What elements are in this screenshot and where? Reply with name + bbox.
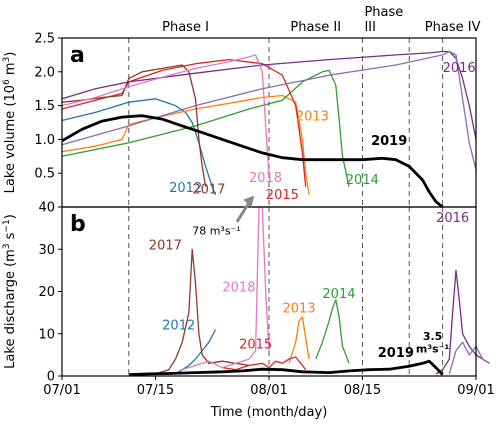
y-label-part: m bbox=[3, 62, 18, 79]
y-axis-ticks: 0 10 20 30 40 bbox=[38, 201, 62, 385]
y-label-part: Lake discharge (m bbox=[3, 249, 18, 369]
x-tick-label: 09/01 bbox=[457, 383, 494, 398]
series-line-2016 bbox=[61, 50, 477, 140]
phase-header-label: Phase I bbox=[162, 20, 209, 35]
series-line-2013 bbox=[61, 94, 310, 195]
y-tick-label: 0 bbox=[47, 370, 55, 385]
y-tick-label: 2.5 bbox=[34, 32, 55, 47]
series-label-2014: 2014 bbox=[322, 287, 355, 302]
series-group bbox=[128, 206, 490, 377]
x-tick-label: 08/01 bbox=[250, 383, 287, 398]
series-label-2016: 2016 bbox=[443, 61, 476, 76]
series-line-2019 bbox=[61, 114, 444, 209]
x-tick-label: 07/15 bbox=[137, 383, 174, 398]
series-line-2014 bbox=[61, 69, 350, 187]
phase-header-label: Phase II bbox=[290, 20, 341, 35]
series-label-2018: 2018 bbox=[249, 171, 282, 186]
series-label-2012: 2012 bbox=[169, 181, 202, 196]
y-axis-label: Lake volume (106 m3) bbox=[2, 52, 18, 194]
series-line-2015 bbox=[61, 58, 307, 187]
y-tick-label: 1.5 bbox=[34, 99, 55, 114]
series-label-2017: 2017 bbox=[192, 182, 225, 197]
series-line-2015 bbox=[222, 356, 307, 371]
series-line-2013 bbox=[288, 316, 310, 364]
arrow-head bbox=[243, 195, 255, 208]
series-labels: 2012 2013 2014 2015 2016 2017 2018 2019 bbox=[149, 211, 469, 361]
series-group bbox=[61, 50, 477, 209]
series-label-2018: 2018 bbox=[222, 281, 255, 296]
series-line-2012 bbox=[175, 329, 217, 375]
panel-tag: a bbox=[70, 43, 85, 68]
annotation-text: 78 m³s⁻¹ bbox=[192, 224, 241, 237]
series-line-2018 bbox=[182, 206, 270, 371]
y-label-superscript: −1 bbox=[2, 219, 12, 232]
series-line-2016 bbox=[435, 269, 490, 375]
series-line-2017 bbox=[155, 248, 250, 375]
y-tick-label: 20 bbox=[38, 285, 55, 300]
annotation-text: 3.5 bbox=[423, 330, 443, 343]
series-line-2019 bbox=[128, 359, 444, 377]
series-label-2013: 2013 bbox=[296, 109, 329, 124]
annotation-text: m³s⁻¹ bbox=[416, 342, 450, 355]
series-label-2016: 2016 bbox=[436, 211, 469, 226]
panel-a-volume: 2012 2013 2014 2015 2016 2017 2018 2019 0.5 1.0 1… bbox=[2, 32, 477, 209]
series-line-2017 bbox=[61, 64, 207, 187]
series-label-2015: 2015 bbox=[239, 338, 272, 353]
x-tick-label: 08/15 bbox=[344, 383, 381, 398]
y-tick-label: 0.5 bbox=[34, 167, 55, 182]
series-label-2015: 2015 bbox=[266, 188, 299, 203]
series-line-2012 bbox=[61, 98, 217, 196]
series-line-2018 bbox=[61, 54, 270, 177]
series-label-2013: 2013 bbox=[283, 302, 316, 317]
y-tick-label: 2.0 bbox=[34, 65, 55, 80]
y-label-part: ) bbox=[3, 214, 18, 219]
y-label-part: ) bbox=[3, 52, 18, 57]
panel-tag: b bbox=[70, 212, 86, 237]
y-label-superscript: 3 bbox=[2, 57, 12, 63]
y-label-part: s bbox=[3, 232, 18, 243]
y-tick-label: 30 bbox=[38, 243, 55, 258]
series-label-2019: 2019 bbox=[371, 134, 407, 149]
phase-lines bbox=[128, 38, 444, 207]
y-label-part: Lake volume (10 bbox=[3, 85, 18, 193]
series-line-2014 bbox=[315, 299, 350, 364]
series-label-2017: 2017 bbox=[149, 238, 182, 253]
series-labels: 2012 2013 2014 2015 2016 2017 2018 2019 bbox=[169, 61, 476, 203]
phase-header-label: III bbox=[364, 20, 376, 35]
y-label-superscript: 3 bbox=[2, 243, 12, 249]
series-label-2014: 2014 bbox=[346, 173, 379, 188]
y-tick-label: 1.0 bbox=[34, 133, 55, 148]
y-axis-ticks: 0.5 1.0 1.5 2.0 2.5 bbox=[34, 32, 62, 182]
y-axis-label: Lake discharge (m3 s−1) bbox=[2, 214, 18, 369]
series-label-2012: 2012 bbox=[162, 319, 195, 334]
y-tick-label: 40 bbox=[38, 201, 55, 216]
series-label-2019: 2019 bbox=[378, 346, 414, 361]
phase-lines bbox=[128, 207, 444, 376]
phase-header-label: Phase IV bbox=[425, 20, 481, 35]
x-tick-label: 07/01 bbox=[43, 383, 80, 398]
series-line-unlabeled bbox=[61, 50, 477, 170]
y-label-superscript: 6 bbox=[2, 79, 12, 85]
x-axis-label: Time (month/day) bbox=[210, 405, 328, 420]
y-tick-label: 10 bbox=[38, 327, 55, 342]
series-line-unlabeled bbox=[448, 341, 490, 375]
x-axis-ticks: 07/01 07/15 08/01 08/15 09/01 bbox=[43, 376, 495, 398]
phase-header-label: Phase bbox=[364, 5, 403, 20]
